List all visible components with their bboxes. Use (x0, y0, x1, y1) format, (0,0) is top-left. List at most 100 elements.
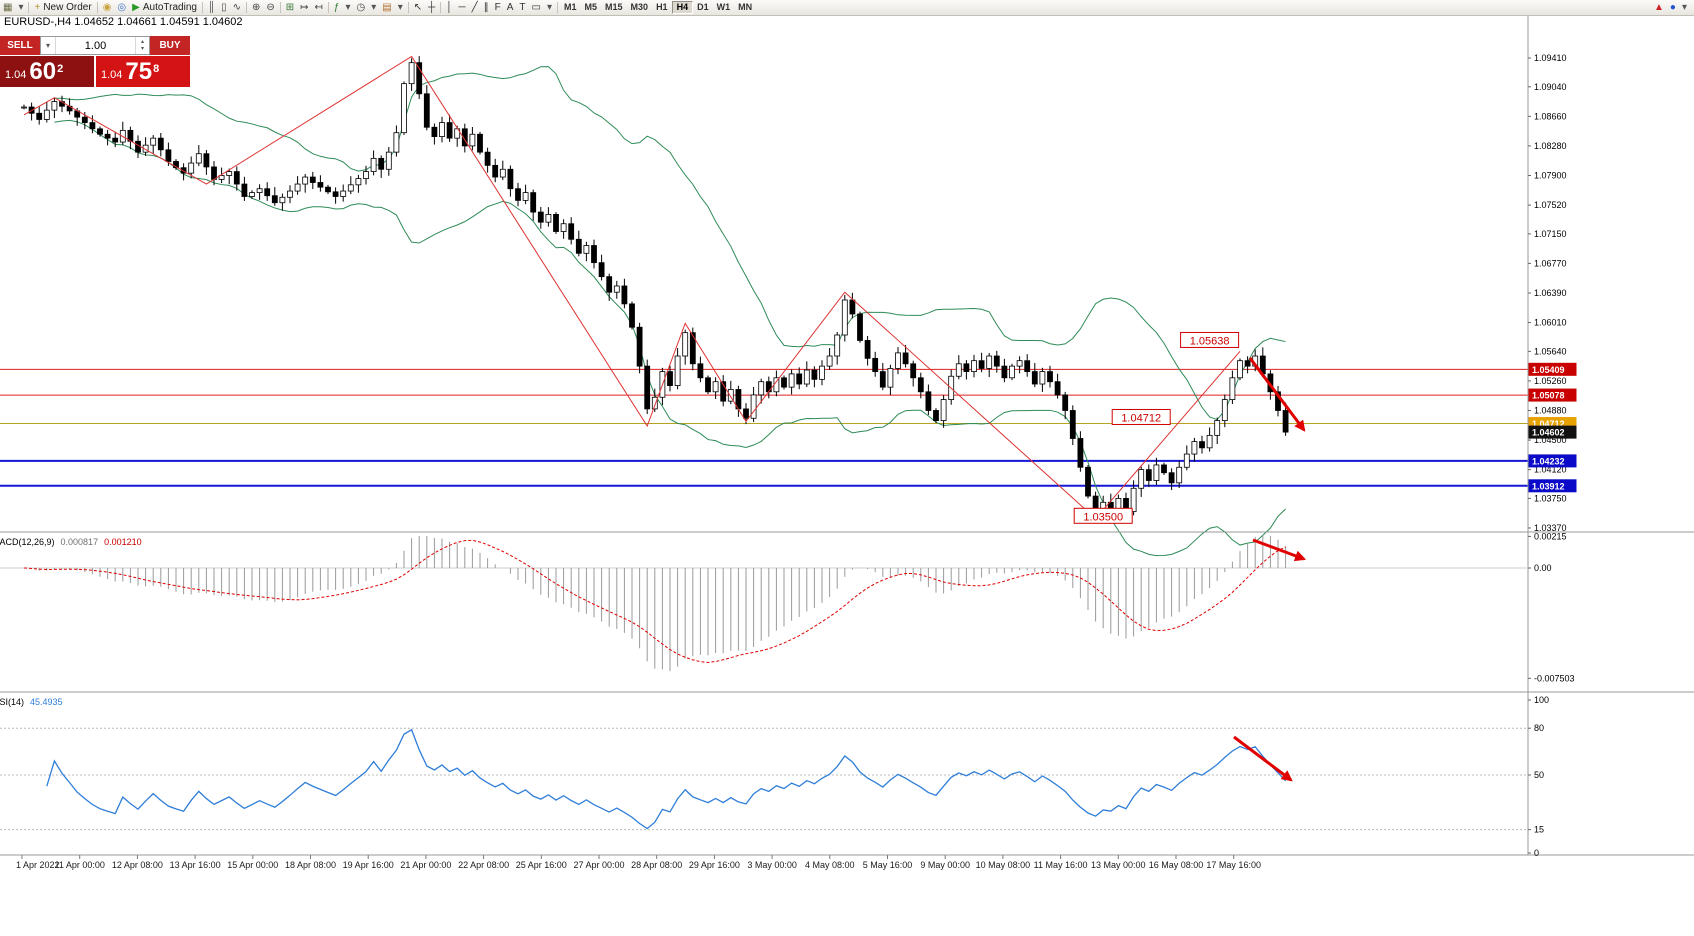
templates-icon[interactable]: ▤ (379, 1, 394, 14)
zoom-out-icon[interactable]: ⊖ (263, 1, 277, 14)
sell-price-main: 60 (29, 58, 57, 85)
cursor-icon[interactable]: ↖ (411, 1, 425, 14)
candle (879, 362, 886, 391)
price-tag-label: 1.05409 (1532, 365, 1565, 375)
indicators-icon[interactable]: ƒ (331, 1, 343, 14)
bollinger-upper-band (54, 66, 1286, 421)
zoom-in-icon[interactable]: ⊕ (249, 1, 263, 14)
buy-price-display[interactable]: 1.04 75 8 (96, 56, 190, 87)
candle (499, 160, 506, 181)
periods-caret[interactable]: ▾ (368, 1, 379, 14)
price-tick-label: 1.04120 (1534, 465, 1567, 475)
candlestick-series (21, 56, 1289, 522)
shapes-caret[interactable]: ▾ (544, 1, 555, 14)
candle (864, 336, 871, 366)
new-chart-caret[interactable]: ▾ (15, 1, 26, 14)
volume-stepper[interactable]: ▴ ▾ (135, 37, 149, 54)
candle (872, 351, 879, 377)
candle (1191, 437, 1198, 462)
candle (492, 158, 499, 183)
candle (712, 377, 719, 400)
buy-button[interactable]: BUY (150, 36, 190, 55)
candle (545, 207, 552, 227)
trendline-icon: ╱ (471, 2, 478, 13)
candle (940, 395, 947, 428)
help-icon: ● (1669, 2, 1676, 13)
candle (887, 364, 894, 396)
trade-controls-row: SELL ▾ 1.00 ▴ ▾ BUY (0, 36, 190, 55)
autotrading-button[interactable]: ▶ AutoTrading (129, 1, 200, 14)
time-axis-label: 11 Apr 00:00 (55, 860, 105, 870)
timeframe-d1[interactable]: D1 (697, 2, 709, 12)
timeframe-m1[interactable]: M1 (564, 2, 577, 12)
candle (750, 386, 757, 422)
text-icon[interactable]: A (504, 1, 517, 14)
mql5-community-icon[interactable]: ◉ (100, 1, 115, 14)
candle (925, 384, 932, 415)
alerts-icon[interactable]: ▲ (1651, 1, 1667, 14)
help-icon[interactable]: ● (1667, 1, 1679, 14)
candle (226, 168, 233, 185)
new-chart-caret: ▾ (18, 2, 24, 13)
candle (385, 147, 392, 176)
label-icon[interactable]: T (516, 1, 528, 14)
candle (302, 174, 309, 193)
volume-input[interactable]: ▾ 1.00 ▴ ▾ (40, 36, 150, 55)
rsi-axis-label: 80 (1534, 723, 1544, 733)
crosshair-icon[interactable]: ┼ (425, 1, 438, 14)
templates-caret[interactable]: ▾ (395, 1, 406, 14)
stepper-down-icon[interactable]: ▾ (140, 45, 144, 52)
auto-scroll-icon[interactable]: ↦ (297, 1, 311, 14)
volume-dropdown-caret-icon[interactable]: ▾ (41, 37, 56, 54)
indicators-caret[interactable]: ▾ (342, 1, 353, 14)
time-axis-label: 3 May 00:00 (747, 860, 797, 870)
new-chart-icon[interactable]: ▦ (0, 1, 15, 14)
time-axis-label: 5 May 16:00 (863, 860, 913, 870)
time-axis-label: 28 Apr 08:00 (631, 860, 682, 870)
horizontal-line-icon[interactable]: ─ (456, 1, 469, 14)
stepper-up-icon[interactable]: ▴ (140, 38, 144, 45)
line-chart-icon[interactable]: ∿ (230, 1, 244, 14)
text-icon: A (506, 2, 514, 13)
shapes-icon[interactable]: ▭ (529, 1, 544, 14)
one-click-trading-widget: SELL ▾ 1.00 ▴ ▾ BUY 1.04 60 2 1.04 75 8 (0, 36, 190, 87)
bar-chart-icon[interactable]: ║ (205, 1, 218, 14)
time-axis-label: 29 Apr 16:00 (689, 860, 740, 870)
buy-price-main: 75 (125, 58, 153, 85)
sell-price-prefix: 1.04 (5, 69, 27, 81)
chart-shift-icon[interactable]: ↤ (312, 1, 326, 14)
candle (636, 322, 643, 374)
timeframe-m15[interactable]: M15 (605, 2, 623, 12)
timeframe-w1[interactable]: W1 (716, 2, 731, 12)
periods-caret: ▾ (371, 2, 377, 13)
sell-button[interactable]: SELL (0, 36, 40, 55)
sell-price-display[interactable]: 1.04 60 2 (0, 56, 94, 87)
more-tools-caret[interactable]: ▾ (1679, 1, 1690, 14)
candle (971, 354, 977, 378)
tile-windows-icon[interactable]: ⊞ (283, 1, 297, 14)
candle (674, 348, 681, 390)
timeframe-h4[interactable]: H4 (671, 1, 694, 14)
timeframe-h1[interactable]: H1 (656, 2, 668, 12)
macd-axis-label: 0.00 (1534, 563, 1552, 573)
timeframe-mn[interactable]: MN (738, 2, 753, 12)
market-icon[interactable]: ◎ (114, 1, 129, 14)
toolbar-separator (407, 2, 409, 13)
new-order-button[interactable]: + New Order (31, 1, 94, 14)
rsi-axis-label: 15 (1534, 825, 1544, 835)
channel-icon[interactable]: ∥ (481, 1, 492, 14)
fibonacci-icon[interactable]: F (492, 1, 504, 14)
candle (910, 360, 917, 387)
price-tag (1528, 454, 1577, 468)
price-tick-label: 1.07150 (1534, 229, 1567, 239)
vertical-line-icon[interactable]: │ (443, 1, 455, 14)
volume-value[interactable]: 1.00 (84, 39, 107, 52)
timeframe-m30[interactable]: M30 (630, 2, 649, 12)
periods-icon[interactable]: ◷ (354, 1, 369, 14)
auto-scroll-icon: ↦ (300, 2, 309, 13)
candle (203, 149, 210, 175)
timeframe-m5[interactable]: M5 (584, 2, 598, 12)
candlestick-chart-icon[interactable]: ▯ (218, 1, 230, 14)
trendline-icon[interactable]: ╱ (469, 1, 481, 14)
